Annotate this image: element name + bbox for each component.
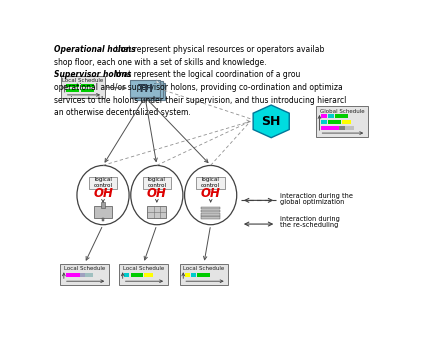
Bar [148,206,166,218]
Text: Local Schedule: Local Schedule [64,266,105,271]
Bar [81,84,94,87]
Bar [321,127,339,130]
Text: OH: OH [93,187,113,200]
Bar [66,84,79,87]
Text: OH: OH [147,187,167,200]
FancyBboxPatch shape [316,106,368,136]
Text: shop floor, each one with a set of skills and knowledge.: shop floor, each one with a set of skill… [54,58,267,67]
Bar [321,120,326,124]
Text: Local Schedule: Local Schedule [123,266,164,271]
Bar [191,273,196,277]
Bar [321,114,326,118]
Polygon shape [253,105,289,138]
Text: global optimization: global optimization [279,199,344,205]
Bar [185,273,190,277]
Bar [66,273,80,277]
Bar [328,114,334,118]
Bar [80,273,85,277]
Bar [102,218,104,221]
Text: that represent the logical coordination of a grou: that represent the logical coordination … [113,70,300,79]
Text: Local Schedule: Local Schedule [183,266,224,271]
Text: Local Schedule: Local Schedule [62,78,103,83]
Ellipse shape [184,166,237,225]
FancyBboxPatch shape [180,264,228,285]
FancyBboxPatch shape [196,177,225,188]
Text: services to the holons under their supervision, and thus introducing hierarcl: services to the holons under their super… [54,95,347,105]
Bar [342,120,351,124]
Bar [201,213,220,216]
FancyBboxPatch shape [61,76,105,98]
Ellipse shape [77,166,129,225]
Bar [197,273,210,277]
Bar [201,207,220,209]
Text: interaction during the: interaction during the [279,193,352,199]
Ellipse shape [131,166,183,225]
Bar [335,114,348,118]
Bar [131,273,143,277]
Text: the re-scheduling: the re-scheduling [279,222,338,228]
Bar [66,89,79,92]
Polygon shape [156,80,160,83]
Bar [85,273,93,277]
Text: that represent physical resources or operators availab: that represent physical resources or ope… [113,45,325,54]
FancyBboxPatch shape [132,81,163,98]
Bar [145,273,153,277]
Bar [201,216,220,219]
Bar [339,127,345,130]
FancyBboxPatch shape [135,82,165,100]
Bar [81,89,94,92]
Text: interaction during: interaction during [279,216,339,222]
FancyBboxPatch shape [89,177,117,188]
Text: Supervisor holons: Supervisor holons [54,70,132,79]
Text: TH: TH [138,84,154,94]
Text: Operational holons: Operational holons [54,45,136,54]
Text: operational and/or supervisor holons, providing co-ordination and optimiza: operational and/or supervisor holons, pr… [54,83,343,92]
FancyBboxPatch shape [119,264,168,285]
Bar [94,206,112,218]
Bar [345,127,354,130]
Text: an otherwise decentralized system.: an otherwise decentralized system. [54,108,191,117]
Text: logical
control: logical control [201,177,220,188]
FancyBboxPatch shape [130,80,160,97]
FancyBboxPatch shape [60,264,109,285]
Polygon shape [158,81,163,84]
Bar [328,120,341,124]
Polygon shape [161,82,165,86]
Text: SH: SH [262,115,281,128]
Bar [101,202,105,208]
FancyBboxPatch shape [142,177,171,188]
Bar [201,210,220,212]
Text: logical
control: logical control [147,177,166,188]
Text: OH: OH [201,187,220,200]
Text: Global Schedule: Global Schedule [319,109,364,114]
Bar [125,273,129,277]
Text: logical
control: logical control [93,177,112,188]
